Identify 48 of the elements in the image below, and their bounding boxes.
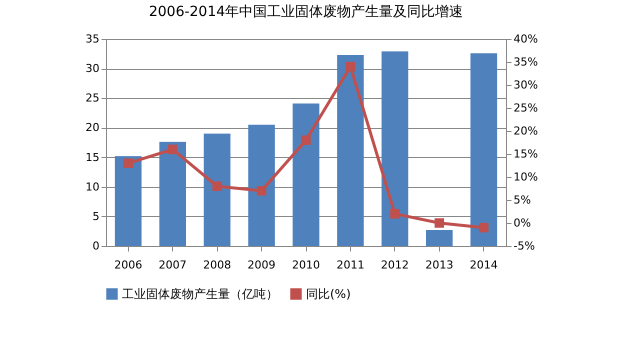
y-tick-label: 30 <box>86 62 100 76</box>
point <box>301 135 311 145</box>
legend-label: 同比(%) <box>306 287 351 301</box>
bar <box>337 54 364 246</box>
point <box>212 181 222 191</box>
legend-label: 工业固体废物产生量（亿吨） <box>122 287 278 301</box>
y-tick-label: 0 <box>92 240 100 252</box>
x-tick-label: 2013 <box>425 258 454 272</box>
bar <box>114 156 142 246</box>
y2-tick-label: 15% <box>514 148 538 160</box>
y2-tick-label: 35% <box>514 56 538 68</box>
bar <box>248 124 275 246</box>
y2-tick-label: -5% <box>514 240 535 252</box>
y-tick-label: 25 <box>86 92 100 105</box>
y2-tick-label: 0% <box>514 216 531 230</box>
y2-tick-label: 5% <box>514 194 531 206</box>
chart-title: 2006-2014年中国工业固体废物产生量及同比增速 <box>148 4 464 20</box>
bar <box>470 53 498 246</box>
x-tick-label: 2011 <box>336 258 364 272</box>
y-tick-label: 15 <box>86 150 100 164</box>
x-tick-label: 2014 <box>470 258 498 272</box>
point <box>479 222 489 232</box>
x-tick-label: 2010 <box>292 258 320 272</box>
y-tick-label: 35 <box>86 32 100 46</box>
x-tick-label: 2012 <box>380 258 409 272</box>
bar <box>292 103 320 246</box>
bar <box>426 230 453 246</box>
y2-tick-label: 10% <box>514 170 538 184</box>
x-tick-label: 2009 <box>248 258 276 272</box>
x-tick-label: 2008 <box>203 258 232 272</box>
y-tick-label: 5 <box>92 210 100 223</box>
y-tick-label: 10 <box>86 180 100 194</box>
y2-tick-label: 20% <box>514 124 538 138</box>
point <box>346 62 356 72</box>
point <box>123 158 133 168</box>
x-tick-label: 2007 <box>158 258 187 272</box>
y2-tick-label: 40% <box>514 32 538 46</box>
point <box>390 209 400 219</box>
point <box>434 218 444 228</box>
bar <box>159 142 186 246</box>
y2-tick-label: 25% <box>514 102 538 114</box>
x-tick-label: 2006 <box>114 258 142 272</box>
y-tick-label: 20 <box>86 121 100 134</box>
point <box>256 186 266 196</box>
bar <box>204 134 230 246</box>
bar <box>382 51 408 246</box>
y2-tick-label: 30% <box>514 78 538 92</box>
point <box>168 144 178 154</box>
